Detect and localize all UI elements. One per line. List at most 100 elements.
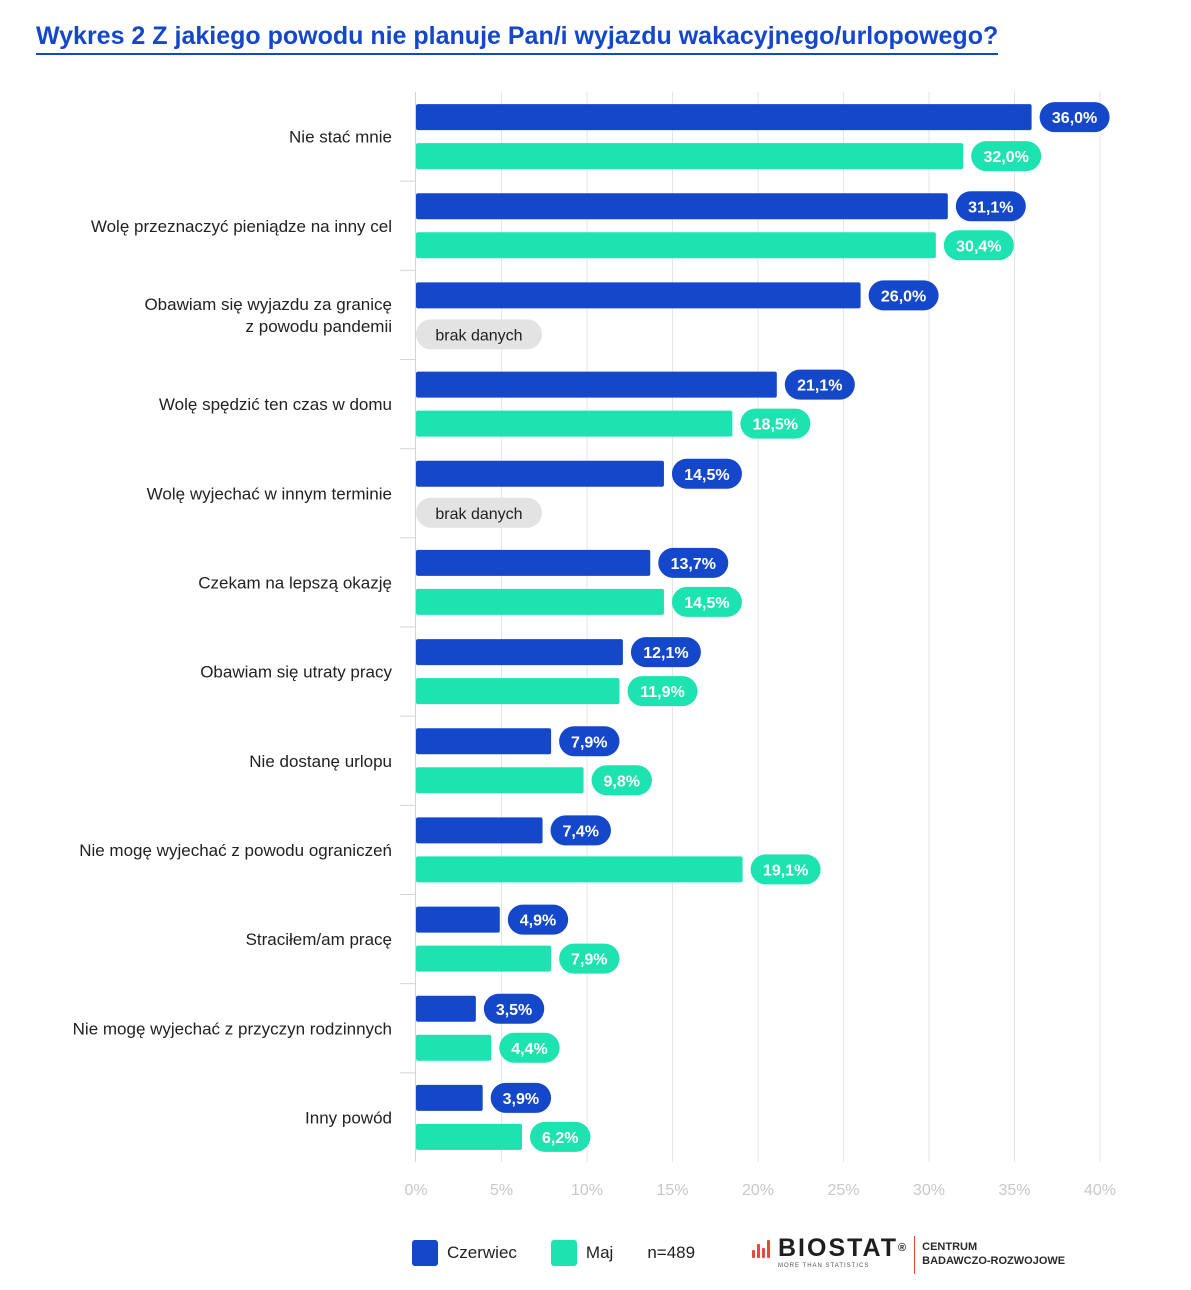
data-label-pill [955,191,1026,222]
sample-size-label: n=489 [647,1243,696,1262]
bar-maj [416,1034,492,1061]
data-label-pill [490,1082,552,1113]
legend-label-czerwiec: Czerwiec [447,1243,517,1262]
bar-maj [416,767,584,794]
bar-czerwiec [416,1084,483,1111]
data-label: 31,1% [968,199,1013,216]
data-label: 3,9% [503,1091,539,1108]
logo-name: BIOSTAT [778,1234,899,1262]
logo-center-text: CENTRUM BADAWCZO-ROZWOJOWE [922,1240,1065,1268]
data-label-pill [550,815,611,846]
legend-swatch-czerwiec [412,1240,438,1266]
logo-center-line1: CENTRUM [922,1241,978,1253]
data-label: 14,5% [684,467,729,484]
logo-center-line2: BADAWCZO-ROZWOJOWE [922,1255,1066,1267]
data-label-pill [591,765,652,796]
data-label-pill [499,1032,560,1063]
bar-czerwiec [416,728,552,755]
data-label: 18,5% [753,417,798,434]
x-tick-label: 25% [827,1182,859,1199]
data-label-pill [1039,102,1110,133]
missing-data-label: brak danych [435,327,522,344]
data-label-pill [971,141,1042,172]
bar-czerwiec [416,193,948,220]
bar-maj [416,410,733,437]
data-label: 26,0% [881,288,926,305]
category-label: Nie mogę wyjechać z przyczyn rodzinnych [73,1019,392,1038]
data-label: 19,1% [763,862,808,879]
missing-data-pill [416,497,542,528]
data-label-pill [483,993,545,1024]
logo-divider [914,1236,916,1274]
data-label: 32,0% [984,149,1029,166]
bar-maj [416,1123,523,1150]
bar-maj [416,143,964,170]
data-label-pill [627,676,698,707]
legend: Czerwiec Maj n=489 [412,1239,729,1267]
biostat-logo: BIOSTAT® MORE THAN STATISTICS CENTRUM BA… [752,1236,1065,1274]
bar-maj [416,945,552,972]
bar-czerwiec [416,817,543,844]
x-tick-label: 35% [998,1182,1030,1199]
category-label: Wolę wyjechać w innym terminie [147,484,392,503]
data-label: 7,9% [571,734,607,751]
category-label: Nie dostanę urlopu [249,752,392,771]
missing-data-label: brak danych [435,506,522,523]
data-label-pill [740,408,811,439]
data-label-pill [868,280,939,311]
legend-swatch-maj [550,1240,577,1266]
data-label-pill [943,230,1014,261]
data-label: 4,9% [520,913,556,930]
legend-item-czerwiec: Czerwiec [412,1240,517,1266]
data-label-pill [530,1121,591,1152]
data-label: 21,1% [797,378,842,395]
data-label: 30,4% [956,238,1001,255]
data-label: 13,7% [671,556,716,573]
category-label: Czekam na lepszą okazję [198,573,392,592]
data-label-pill [671,458,742,489]
sample-size: n=489 [647,1243,695,1263]
x-tick-label: 30% [913,1182,945,1199]
legend-label-maj: Maj [585,1243,614,1262]
chart-title: Wykres 2 Z jakiego powodu nie planuje Pa… [36,22,999,55]
data-label-pill [658,547,729,578]
logo-tagline: MORE THAN STATISTICS [778,1263,870,1269]
data-label: 3,5% [496,1002,532,1019]
data-label-pill [630,637,701,668]
logo-wordmark: BIOSTAT® MORE THAN STATISTICS [778,1234,907,1270]
category-label: Straciłem/am pracę [246,930,392,949]
category-label: Wolę przeznaczyć pieniądze na inny cel [91,217,392,236]
category-label: Obawiam się wyjazdu za granicę [144,295,392,314]
data-label-pill [784,369,855,400]
data-label-pill [507,904,569,935]
x-tick-label: 10% [571,1182,603,1199]
data-label-pill [559,726,620,757]
bar-czerwiec [416,104,1032,131]
legend-item-maj: Maj [550,1240,614,1266]
category-label: Inny powód [305,1108,392,1127]
bar-maj [416,232,936,259]
data-label: 6,2% [542,1130,578,1147]
data-label-pill [750,854,821,885]
x-tick-label: 40% [1084,1182,1116,1199]
data-label: 14,5% [684,595,729,612]
missing-data-pill [416,319,542,350]
bar-czerwiec [416,906,500,933]
data-label: 9,8% [604,773,640,790]
x-tick-label: 5% [490,1182,513,1199]
bar-czerwiec [416,995,476,1022]
category-label: Nie stać mnie [289,128,392,147]
logo-bars-icon [752,1236,772,1258]
data-label-pill [671,586,742,617]
x-tick-label: 15% [656,1182,688,1199]
category-label: Nie mogę wyjechać z powodu ograniczeń [79,841,392,860]
x-tick-label: 0% [404,1182,427,1199]
bar-maj [416,856,743,883]
logo-registered: ® [898,1242,907,1254]
data-label: 11,9% [640,684,684,701]
x-tick-label: 20% [742,1182,774,1199]
bar-czerwiec [416,639,623,666]
bar-czerwiec [416,371,777,398]
bar-maj [416,678,620,705]
